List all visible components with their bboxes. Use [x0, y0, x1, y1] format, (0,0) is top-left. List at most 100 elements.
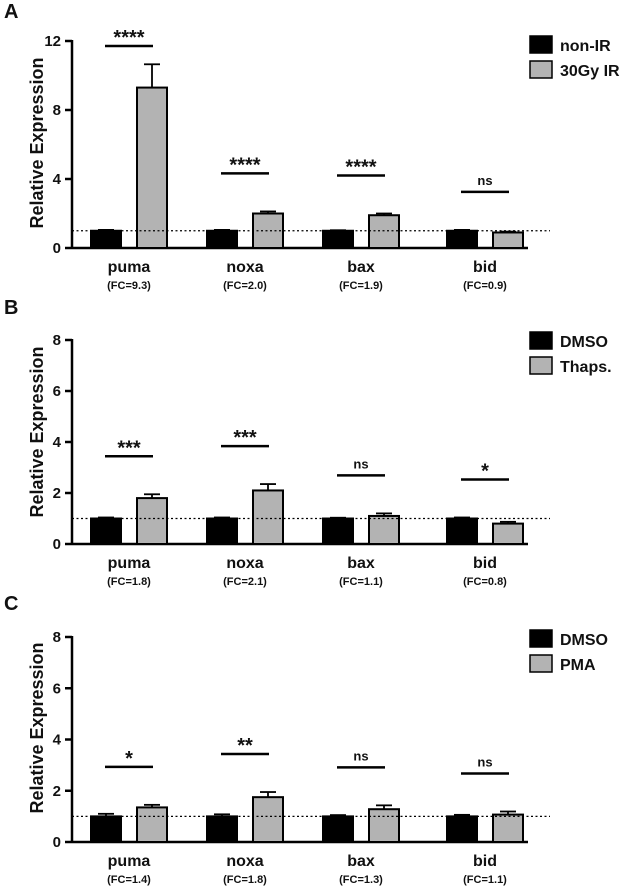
legend-label-dmso: DMSO [560, 632, 608, 649]
y-axis-label: Relative Expression [27, 57, 47, 228]
fold-change-label: (FC=1.3) [339, 874, 383, 886]
category-label: bax [347, 555, 375, 572]
significance-label: * [481, 460, 489, 482]
legend-swatch-non-ir [529, 35, 553, 54]
significance-label: ns [353, 456, 368, 471]
y-tick-label: 2 [53, 783, 61, 800]
legend-swatch-thaps [529, 356, 553, 375]
bar-puma-thaps- [136, 497, 168, 546]
fold-change-label: (FC=0.8) [463, 576, 507, 588]
category-label: bax [347, 853, 375, 870]
bar-noxa-thaps- [252, 489, 284, 546]
legend-swatch-dmso [529, 629, 553, 648]
legend: DMSO Thaps. [529, 331, 612, 376]
category-label: bid [473, 259, 497, 276]
panel-letter-c: C [4, 593, 18, 615]
y-tick-label: 8 [53, 332, 61, 349]
category-label: noxa [226, 555, 263, 572]
fold-change-label: (FC=0.9) [463, 280, 507, 292]
bar-bax-dmso [322, 815, 354, 843]
bar-puma-dmso [90, 517, 122, 545]
fold-change-label: (FC=1.4) [107, 874, 151, 886]
y-tick-label: 0 [53, 834, 61, 851]
bar-bid-thaps- [492, 522, 524, 545]
y-tick-label: 4 [53, 732, 62, 749]
plot-area: 0 2 4 6 8 *** *** ns * puma (FC=1.8) noxa (FC=2.1) ba… [53, 332, 550, 588]
fold-change-label: (FC=1.9) [339, 280, 383, 292]
y-tick-label: 6 [53, 680, 61, 697]
bar-noxa-non-ir [206, 229, 238, 249]
category-label: puma [108, 853, 151, 870]
y-tick-label: 4 [53, 434, 62, 451]
y-tick-label: 0 [53, 240, 61, 257]
legend-swatch-dmso [529, 331, 553, 350]
significance-label: * [125, 748, 133, 770]
bar-puma-pma [136, 806, 168, 843]
fold-change-label: (FC=2.0) [223, 280, 267, 292]
bar-bax-dmso [322, 517, 354, 545]
bar-noxa-dmso [206, 815, 238, 843]
legend-label-thaps: Thaps. [560, 359, 612, 376]
bar-bax-thaps- [368, 514, 400, 546]
panel-letter-b: B [4, 297, 18, 319]
fold-change-label: (FC=9.3) [107, 280, 151, 292]
legend-label-non-ir: non-IR [560, 38, 611, 55]
fold-change-label: (FC=1.1) [339, 576, 383, 588]
category-label: puma [108, 555, 151, 572]
legend-swatch-pma [529, 654, 553, 673]
significance-label: ns [353, 748, 368, 763]
panel-letter-a: A [4, 1, 18, 23]
bar-bax-pma [368, 808, 400, 844]
significance-label: ** [237, 735, 253, 757]
panel-a: A Relative Expression 0 4 8 12 **** **** **** n… [4, 1, 620, 292]
y-tick-label: 8 [53, 102, 61, 119]
significance-label: **** [113, 27, 144, 49]
category-label: noxa [226, 259, 263, 276]
bar-noxa-dmso [206, 517, 238, 545]
bar-bid-30gy-ir [492, 231, 524, 250]
fold-change-label: (FC=1.8) [223, 874, 267, 886]
bar-puma-dmso [90, 815, 122, 843]
fold-change-label: (FC=2.1) [223, 576, 267, 588]
fold-change-label: (FC=1.1) [463, 874, 507, 886]
legend-label-30gy-ir: 30Gy IR [560, 63, 620, 80]
y-tick-label: 4 [53, 171, 62, 188]
bar-bid-pma [492, 813, 524, 843]
panel-b: B Relative Expression 0 2 4 6 8 *** *** ns * puma… [4, 297, 612, 588]
category-label: puma [108, 259, 151, 276]
y-axis-label: Relative Expression [27, 346, 47, 517]
legend-label-pma: PMA [560, 657, 596, 674]
significance-label: *** [233, 427, 257, 449]
y-axis-label: Relative Expression [27, 642, 47, 813]
significance-label: ns [477, 173, 492, 188]
category-label: bid [473, 853, 497, 870]
y-tick-label: 8 [53, 629, 61, 646]
y-tick-label: 12 [44, 33, 61, 50]
y-tick-label: 0 [53, 536, 61, 553]
legend-swatch-30gy-ir [529, 60, 553, 79]
fold-change-label: (FC=1.8) [107, 576, 151, 588]
significance-label: **** [229, 154, 260, 176]
legend: non-IR 30Gy IR [529, 35, 620, 80]
significance-label: *** [117, 437, 141, 459]
significance-label: **** [345, 157, 376, 179]
bar-bid-dmso [446, 815, 478, 843]
bar-bid-dmso [446, 517, 478, 545]
plot-area: 0 4 8 12 **** **** **** ns puma (FC=9.3) noxa (FC=2… [44, 27, 550, 292]
y-tick-label: 6 [53, 383, 61, 400]
bar-bax-non-ir [322, 229, 354, 249]
bar-noxa-pma [252, 796, 284, 843]
legend: DMSO PMA [529, 629, 608, 674]
bar-bid-non-ir [446, 229, 478, 249]
category-label: noxa [226, 853, 263, 870]
legend-label-dmso: DMSO [560, 334, 608, 351]
bar-puma-non-ir [90, 229, 122, 249]
y-tick-label: 2 [53, 485, 61, 502]
category-label: bid [473, 555, 497, 572]
bar-bax-30gy-ir [368, 214, 400, 250]
category-label: bax [347, 259, 375, 276]
significance-label: ns [477, 755, 492, 770]
